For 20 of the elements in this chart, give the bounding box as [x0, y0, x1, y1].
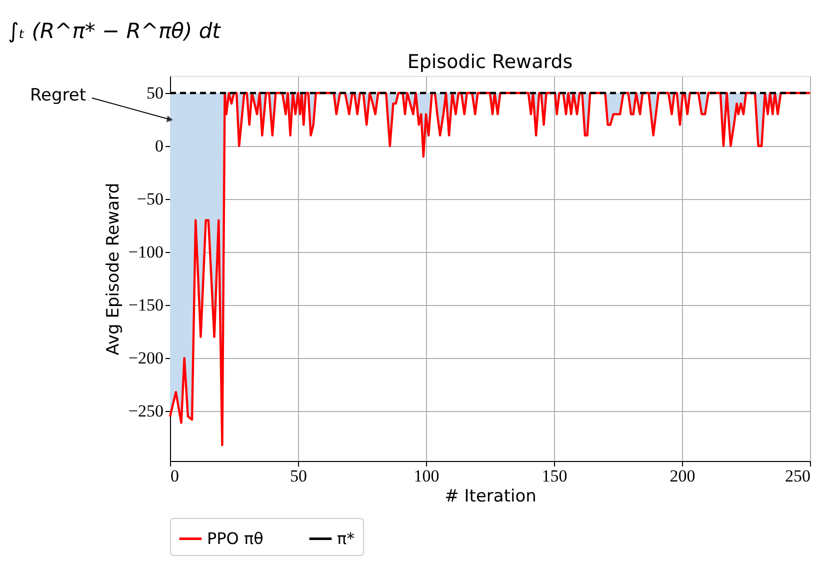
y-tick-label: −150: [128, 296, 164, 315]
y-tick-label: −250: [128, 402, 164, 421]
y-tick-label: −100: [128, 242, 164, 262]
legend-label: π*: [337, 528, 355, 548]
text: ∫ₜ (R^π* − R^πθ) dt: [8, 19, 222, 43]
x-tick-label: 150: [542, 466, 568, 486]
y-tick-label: −200: [128, 348, 164, 368]
x-axis-title: # Iteration: [444, 486, 536, 506]
y-tick-label: 0: [155, 136, 164, 156]
x-tick-label: 50: [290, 466, 307, 486]
y-tick-label: 50: [146, 83, 164, 102]
y-axis-title: Avg Episode Reward: [103, 182, 124, 356]
x-tick-label: 200: [670, 466, 696, 486]
x-tick-label: 250: [785, 466, 810, 486]
legend-label: PPO πθ: [207, 528, 264, 548]
x-tick-label: 100: [414, 466, 440, 486]
chart-title: Episodic Rewards: [407, 51, 573, 73]
annotation: Regret: [30, 85, 86, 106]
y-tick-label: −50: [136, 190, 164, 209]
x-tick-label: 0: [170, 466, 179, 486]
